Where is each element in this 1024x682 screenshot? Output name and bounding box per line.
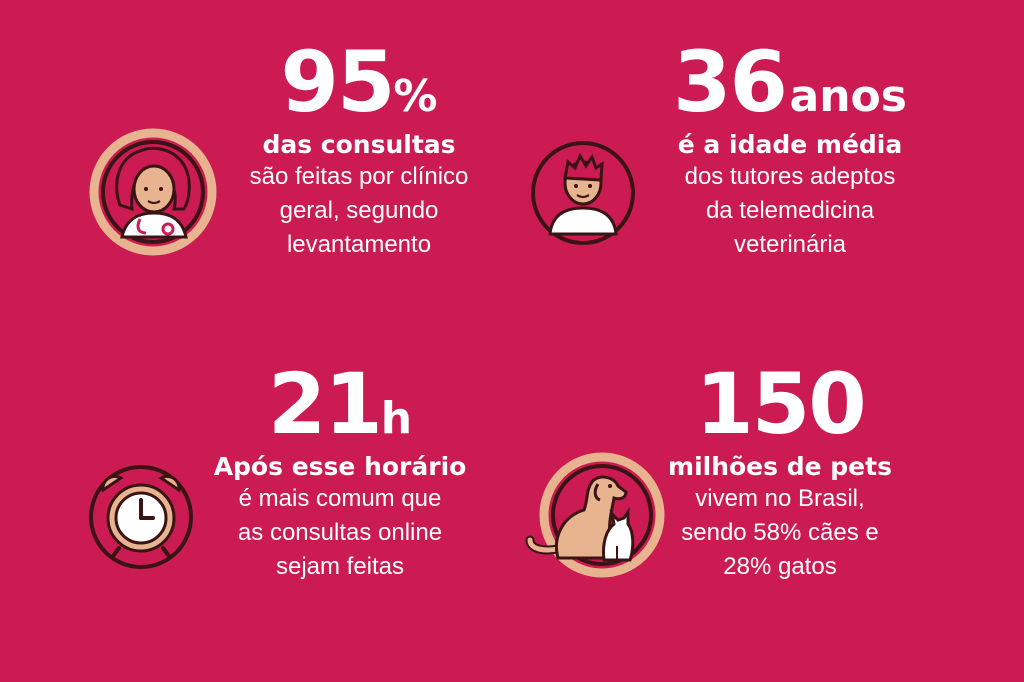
stat-text-line: é mais comum que <box>238 485 442 512</box>
stat-value: 36 anos <box>673 33 907 131</box>
stat-value: 21h <box>267 355 413 453</box>
stat-text-line: geral, segundo <box>279 197 439 225</box>
stat-consultations: 95% das consultas são feitas por clínico… <box>169 40 549 262</box>
stat-text-line: dos tutores adeptos <box>684 163 896 190</box>
stat-text-line: sendo 58% cães e <box>681 519 879 547</box>
stat-text-line: 28% gatos <box>723 553 837 581</box>
stat-pets-population: 150 milhões de pets vivem no Brasil, sen… <box>590 362 970 584</box>
stat-highlight: milhões de pets <box>668 452 892 481</box>
stat-text-line: sejam feitas <box>275 553 405 581</box>
stat-highlight: Após esse horário <box>213 452 467 481</box>
person-icon <box>528 138 638 248</box>
alarm-clock-icon <box>81 460 201 570</box>
stat-value: 150 <box>695 355 866 453</box>
stat-value: 95% <box>280 33 438 131</box>
stat-peak-hour: 21h Após esse horário é mais comum que a… <box>150 362 530 584</box>
stat-text-line: são feitas por clínico <box>249 163 469 190</box>
stat-text-line: veterinária <box>733 231 847 259</box>
dog-and-cat-icon <box>522 440 672 580</box>
doctor-icon <box>88 127 218 257</box>
stat-text-line: da telemedicina <box>705 197 875 225</box>
stat-text-line: vivem no Brasil, <box>695 485 865 512</box>
stat-text-line: as consultas online <box>237 519 443 547</box>
stat-highlight: das consultas <box>262 130 456 159</box>
stat-text-line: levantamento <box>286 231 432 259</box>
stat-highlight: é a idade média <box>677 130 903 159</box>
stat-average-age: 36 anos é a idade média dos tutores adep… <box>600 40 980 262</box>
